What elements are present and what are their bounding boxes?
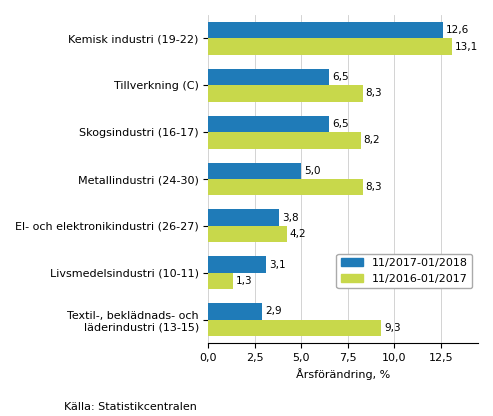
Bar xyxy=(209,179,363,196)
Bar xyxy=(209,210,279,226)
Text: 8,3: 8,3 xyxy=(365,89,382,99)
Bar xyxy=(209,256,266,273)
Bar xyxy=(209,22,443,38)
Bar xyxy=(209,319,382,336)
Legend: 11/2017-01/2018, 11/2016-01/2017: 11/2017-01/2018, 11/2016-01/2017 xyxy=(336,254,472,288)
Bar xyxy=(209,38,452,55)
Bar xyxy=(209,132,361,149)
Text: 12,6: 12,6 xyxy=(446,25,469,35)
Bar xyxy=(209,303,262,319)
Text: 1,3: 1,3 xyxy=(236,276,252,286)
Text: 6,5: 6,5 xyxy=(332,72,349,82)
Bar xyxy=(209,116,329,132)
Bar xyxy=(209,273,233,289)
Bar xyxy=(209,85,363,102)
Text: 3,8: 3,8 xyxy=(282,213,299,223)
Text: 4,2: 4,2 xyxy=(289,229,306,239)
Bar xyxy=(209,163,301,179)
Text: 3,1: 3,1 xyxy=(269,260,285,270)
Text: 8,3: 8,3 xyxy=(365,182,382,192)
Text: Källa: Statistikcentralen: Källa: Statistikcentralen xyxy=(64,402,197,412)
Bar xyxy=(209,226,286,242)
Bar xyxy=(209,69,329,85)
X-axis label: Årsförändring, %: Årsförändring, % xyxy=(296,368,390,380)
Text: 8,2: 8,2 xyxy=(364,135,380,145)
Text: 2,9: 2,9 xyxy=(265,307,282,317)
Text: 6,5: 6,5 xyxy=(332,119,349,129)
Text: 9,3: 9,3 xyxy=(384,323,401,333)
Text: 13,1: 13,1 xyxy=(455,42,478,52)
Text: 5,0: 5,0 xyxy=(304,166,321,176)
